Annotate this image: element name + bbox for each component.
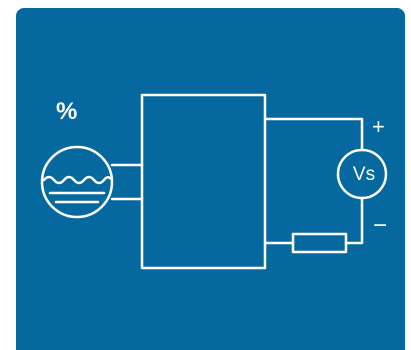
resistor-icon bbox=[291, 232, 348, 254]
voltmeter-label: Vs bbox=[352, 164, 376, 185]
diagram-panel bbox=[16, 8, 405, 350]
liquid-tank-icon bbox=[40, 145, 114, 219]
transmitter-box bbox=[140, 93, 267, 270]
percent-label: % bbox=[56, 98, 78, 125]
positive-wire bbox=[263, 117, 364, 152]
negative-wire bbox=[263, 196, 364, 245]
minus-terminal-label: − bbox=[373, 212, 388, 239]
plus-terminal-label: + bbox=[372, 114, 385, 139]
voltmeter-icon bbox=[336, 148, 388, 200]
